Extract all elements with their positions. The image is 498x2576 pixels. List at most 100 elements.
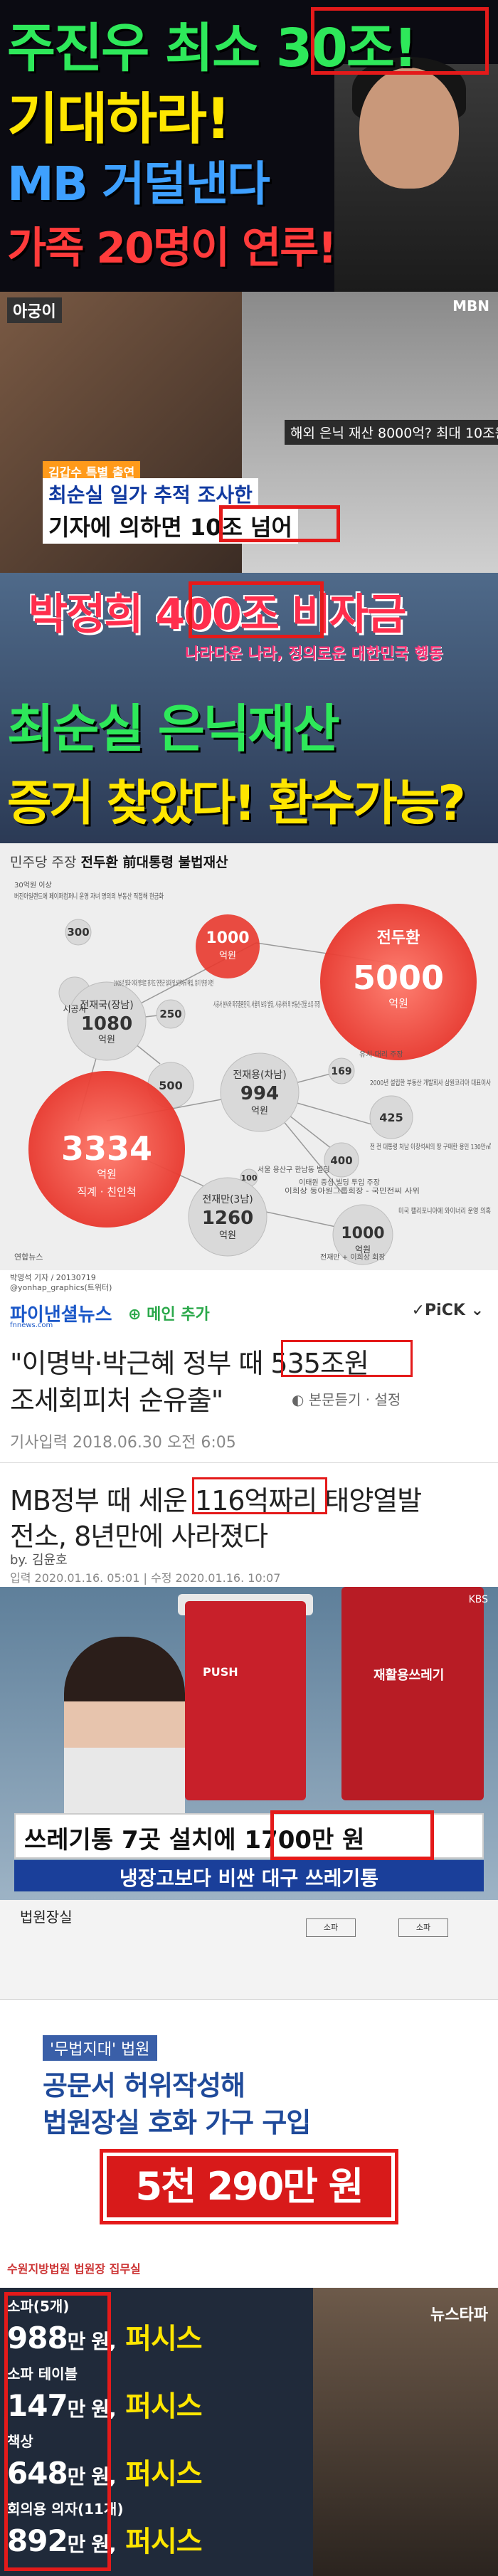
highlight-box bbox=[4, 2292, 111, 2571]
bubble-label-400: 400 bbox=[330, 1154, 352, 1167]
check-icon: ✓ bbox=[411, 1302, 425, 1319]
floor-item: 소파 bbox=[306, 1918, 356, 1937]
news-brand-url: fnnews.com bbox=[10, 1321, 53, 1329]
price-value: 648 bbox=[7, 2456, 68, 2491]
channel-logo: MBN bbox=[452, 297, 489, 315]
bubble-label-425: 425 bbox=[379, 1111, 403, 1124]
diagram-credit-twitter: @yonhap_graphics(트위터) bbox=[10, 1283, 112, 1292]
bubble-label-300: 300 bbox=[67, 926, 89, 939]
headline-line-1: 주진우 최소 30조! bbox=[7, 18, 418, 79]
highlight-box bbox=[189, 581, 324, 638]
furniture-item: 회의용 의자(11개) 892만 원, 퍼시스 bbox=[7, 2498, 203, 2560]
bin-label-recycle: 재활용쓰레기 bbox=[374, 1668, 445, 1683]
caption-line-1: 쓰레기통 7곳 설치에 1700만 원 bbox=[14, 1813, 484, 1859]
news-brand[interactable]: 파이낸셜뉴스 bbox=[10, 1304, 112, 1326]
furniture-label: 회의용 의자(11개) bbox=[7, 2501, 124, 2518]
tv-news-trash-bin: PUSH 재활용쓰레기 KBS 쓰레기통 7곳 설치에 1700만 원 냉장고보… bbox=[0, 1587, 498, 1900]
floor-plan bbox=[0, 1900, 498, 2000]
note-4: 2000년 설립한 부동산 개발회사 삼원코리아 대표이사 bbox=[370, 1078, 491, 1087]
title-prefix: 민주당 주장 bbox=[10, 855, 77, 870]
bubble-label-169: 169 bbox=[331, 1066, 351, 1077]
listen-settings[interactable]: ◐ 본문듣기 · 설정 bbox=[292, 1388, 401, 1409]
bubble-unit-1000b: 억원 bbox=[355, 1245, 371, 1255]
bubble-value-jaeman: 1260 bbox=[202, 1208, 253, 1229]
bubble-unit-jaeguk: 억원 bbox=[98, 1035, 115, 1045]
headline-line-2: 조세회피처 순유출" bbox=[10, 1385, 223, 1416]
bubble-unit-jaeyong: 억원 bbox=[251, 1106, 268, 1117]
subtitle: 나라다운 나라, 정의로운 대한민국 행동 bbox=[185, 645, 443, 663]
court-furniture-report: 법원장실 소파 소파 '무법지대' 법원 공문서 허위작성해 법원장실 호화 가… bbox=[0, 1900, 498, 2288]
headline-line-4: 가족 20명이 연루! bbox=[7, 223, 337, 273]
highlight-box bbox=[270, 1810, 434, 1860]
headline-line-3: 증거 찾았다! 환수가능? bbox=[7, 776, 466, 832]
report-tag: '무법지대' 법원 bbox=[43, 2035, 157, 2061]
chevron-down-icon: ⌄ bbox=[465, 1302, 484, 1319]
brand-name: 퍼시스 bbox=[125, 2458, 202, 2491]
bubble-label-jaeguk: 전재국(장남) bbox=[80, 1000, 133, 1011]
credit-logo: 연합뉴스 bbox=[14, 1252, 43, 1262]
byline: by. 김윤호 bbox=[10, 1553, 68, 1568]
furniture-label: 책상 bbox=[7, 2433, 33, 2450]
brand-name: 퍼시스 bbox=[125, 2390, 202, 2423]
caption-line-2: 기자에 의하면 10조 넘어 bbox=[43, 508, 298, 544]
bubble-chun-5000 bbox=[320, 904, 477, 1060]
pick-badge[interactable]: ✓PiCK ⌄ bbox=[412, 1302, 484, 1319]
title-slush-fund: 박정희 400조 비자금 bbox=[28, 590, 406, 640]
report-line-2: 법원장실 호화 가구 구입 bbox=[43, 2107, 311, 2138]
article-date: 기사입력 2018.06.30 오전 6:05 bbox=[10, 1434, 236, 1452]
note-3: 시공사 본사와 파주출판단지, 서울의 보유 빌딩, 시공사와 외 부동산·건물… bbox=[213, 1001, 320, 1009]
highlight-box bbox=[192, 1477, 327, 1514]
tv-screenshot-agungi: 아궁이 MBN 해외 은닉 재산 8000억? 최대 10조원 김갑수 특별 출… bbox=[0, 292, 498, 573]
add-main-button[interactable]: ⊕ 메인 추가 bbox=[128, 1302, 210, 1324]
office-photo bbox=[313, 2288, 498, 2576]
note-9: 미국 캘리포니아에 와이너리 운영 의혹 bbox=[398, 1206, 491, 1215]
news-article-solar: MB정부 때 세운 116억짜리 태양열발 전소, 8년만에 사라졌다 by. … bbox=[0, 1462, 498, 1587]
highlight-box bbox=[311, 7, 489, 75]
pick-label: PiCK bbox=[425, 1302, 465, 1319]
bubble-unit-1000: 억원 bbox=[219, 951, 236, 961]
newstapa-watermark: 뉴스타파 bbox=[430, 2306, 488, 2324]
brand-name: 퍼시스 bbox=[125, 2525, 202, 2558]
bubble-value-chun: 5000 bbox=[353, 959, 444, 997]
bubble-diagram-svg: 1000 억원 전두환 5000 억원 300 시공사 250 전재국(장남) … bbox=[14, 881, 491, 1265]
bubble-label-jaeman: 전재만(3남) bbox=[202, 1194, 253, 1205]
brand-name: 퍼시스 bbox=[125, 2323, 202, 2355]
furniture-label: 소파 테이블 bbox=[7, 2365, 78, 2382]
grey-bubbles bbox=[58, 919, 413, 1265]
furniture-price: 988만 원, 퍼시스 bbox=[7, 2316, 203, 2357]
note-5: 전 전 대통령 처남 이창석씨의 땅 구매한 용인 130만㎡ bbox=[370, 1143, 491, 1151]
thumbnail-joo-jin-woo: 주진우 최소 30조! 기대하라! MB 거덜낸다 가족 20명이 연루! bbox=[0, 0, 498, 292]
bubble-unit-300: 시공사 bbox=[63, 1004, 86, 1014]
note-11: 전재만 + 이희상 회장 bbox=[320, 1253, 386, 1262]
diagram-title: 민주당 주장 전두환 前대통령 불법재산 bbox=[10, 852, 228, 871]
caption-line-1: 최순실 일가 추적 조사한 bbox=[43, 478, 258, 510]
bubble-label-jaeyong: 전재용(차남) bbox=[233, 1070, 286, 1081]
note-7: 이태원 중심 빌딩 투입 주장 bbox=[299, 1178, 380, 1187]
assets-bubble-diagram: 1000 억원 전두환 5000 억원 300 시공사 250 전재국(장남) … bbox=[0, 843, 498, 1270]
bubble-unit-chun: 억원 bbox=[388, 997, 408, 1010]
bubble-label-1000: 1000 bbox=[206, 929, 249, 947]
floor-item: 소파 bbox=[398, 1918, 448, 1937]
bubble-unit-jaeman: 억원 bbox=[219, 1230, 236, 1241]
bubble-label-1000b: 1000 bbox=[341, 1225, 384, 1242]
caption-line-2: 냉장고보다 비싼 대구 쓰레기통 bbox=[14, 1860, 484, 1891]
floor-plan-title: 법원장실 bbox=[20, 1909, 73, 1926]
note-8: 서울 용산구 한남동 빌딩 bbox=[258, 1166, 330, 1174]
person-face bbox=[359, 68, 459, 189]
note-1: 버진아일랜드에 페이퍼컴퍼니 운영 자녀 명의의 부동산 직접해 현금화 bbox=[14, 892, 164, 901]
title-main: 전두환 前대통령 불법재산 bbox=[80, 855, 228, 870]
price-value: 988 bbox=[7, 2321, 68, 2355]
report-line-1: 공문서 허위작성해 bbox=[43, 2070, 245, 2101]
headline-line-2: 기대하라! bbox=[7, 88, 231, 152]
note-0: 30억원 이상 bbox=[14, 881, 52, 890]
highlight-box bbox=[219, 505, 340, 542]
furniture-item: 소파(5개) 988만 원, 퍼시스 bbox=[7, 2295, 203, 2357]
bubble-label-100: 100 bbox=[241, 1173, 258, 1183]
bubble-labels: 1000 억원 전두환 5000 억원 300 시공사 250 전재국(장남) … bbox=[61, 926, 444, 1255]
headline-line-2: 전소, 8년만에 사라졌다 bbox=[10, 1521, 268, 1552]
news-anchor bbox=[64, 1637, 185, 1822]
headline-line-3: MB 거덜낸다 bbox=[7, 157, 270, 211]
headline-line-1: "이명박·박근혜 정부 때 535조원 bbox=[10, 1348, 369, 1379]
price-label: 5천 290만 원 bbox=[107, 2156, 391, 2217]
news-article-fnnews: 박영석 기자 / 20130719 @yonhap_graphics(트위터) … bbox=[0, 1270, 498, 1462]
